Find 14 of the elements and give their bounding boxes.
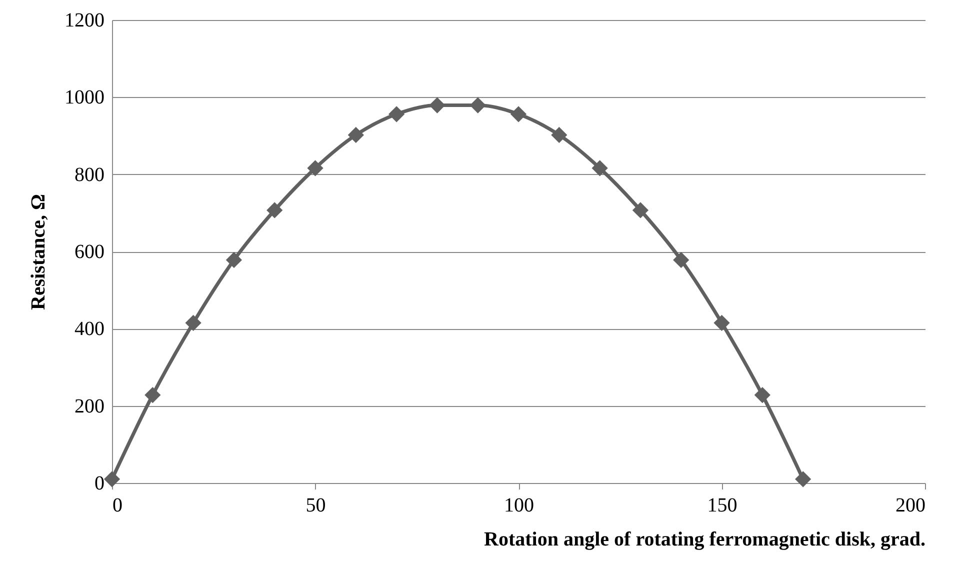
x-tick-label: 0 <box>112 494 122 516</box>
y-tick-label: 800 <box>74 164 104 186</box>
y-tick-label: 0 <box>94 472 104 494</box>
y-axis-title: Resistance, Ω <box>28 194 50 310</box>
x-tick-label: 150 <box>707 494 738 516</box>
y-tick-label: 400 <box>74 318 104 340</box>
x-axis-title: Rotation angle of rotating ferromagnetic disk, grad. <box>484 528 926 550</box>
x-tick-label: 200 <box>896 494 926 516</box>
y-tick-label: 600 <box>74 241 104 263</box>
x-tick-label: 100 <box>504 494 534 516</box>
y-tick-label: 200 <box>74 395 104 418</box>
x-tick-label: 50 <box>306 494 326 516</box>
y-tick-label: 1000 <box>64 86 104 109</box>
y-tick-label: 1200 <box>64 10 104 32</box>
